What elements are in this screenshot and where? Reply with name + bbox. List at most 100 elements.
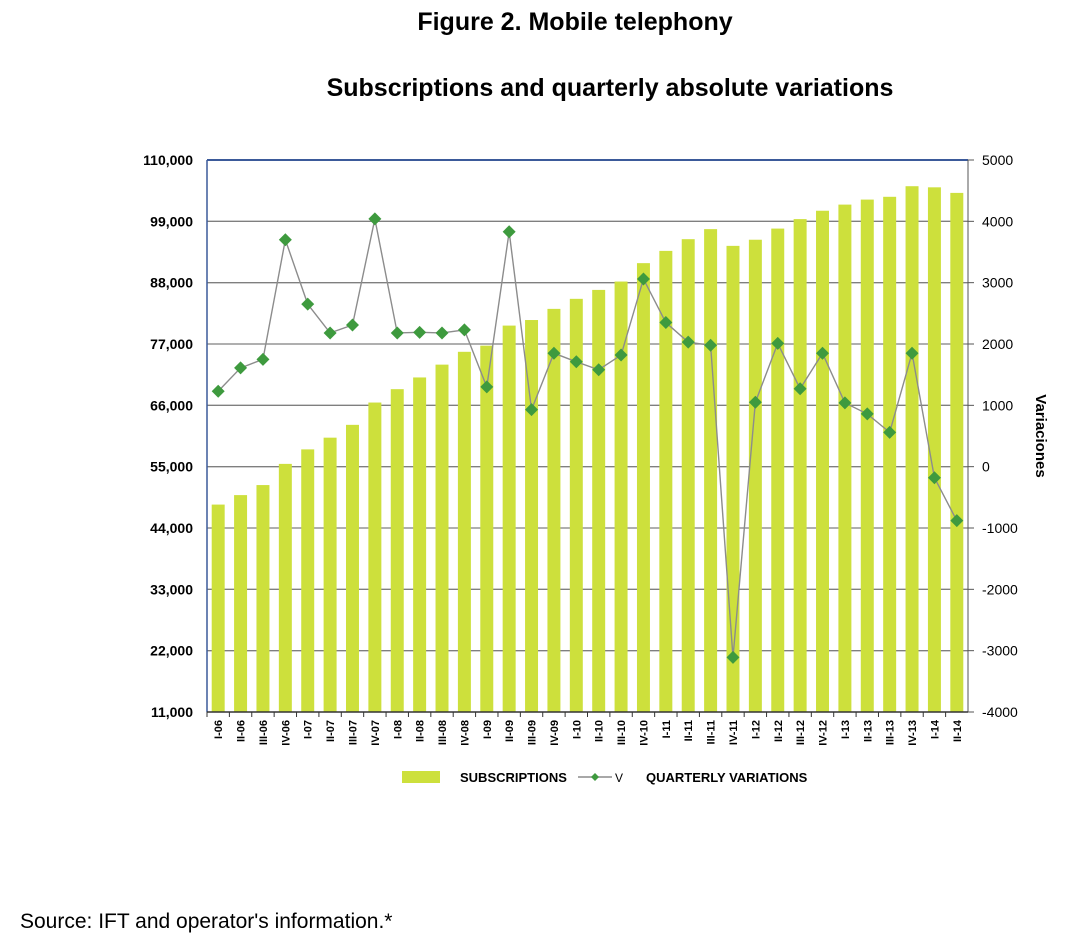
subscriptions-bar xyxy=(390,389,404,712)
source-note: Source: IFT and operator's information.* xyxy=(20,910,393,933)
subscriptions-bar xyxy=(278,463,292,712)
x-tick-label: II-13 xyxy=(862,720,874,742)
variation-point xyxy=(525,403,539,417)
x-tick-label: II-06 xyxy=(236,720,248,742)
subscriptions-bar xyxy=(614,281,628,712)
variation-point xyxy=(211,384,225,398)
subscriptions-bar xyxy=(368,402,382,712)
x-tick-label: II-12 xyxy=(773,720,785,742)
variation-point xyxy=(502,225,516,239)
subscriptions-bar xyxy=(726,245,740,712)
subscriptions-bar xyxy=(569,298,583,712)
subscriptions-bar xyxy=(234,495,248,712)
variations-line xyxy=(211,212,964,664)
variations-polyline xyxy=(217,218,958,658)
variation-point xyxy=(816,346,830,360)
right-axis-title: Variaciones xyxy=(1032,394,1049,477)
variation-point xyxy=(278,233,292,247)
figure-title: Figure 2. Mobile telephony xyxy=(417,8,733,36)
subscriptions-bar xyxy=(547,308,561,712)
subscriptions-bar xyxy=(211,504,225,712)
subscriptions-bar xyxy=(256,485,270,712)
right-tick-label: -4000 xyxy=(982,704,1018,720)
legend-marker-variations xyxy=(591,773,599,781)
variation-point xyxy=(480,380,494,394)
variation-point xyxy=(636,272,650,286)
x-tick-label: III-09 xyxy=(527,720,539,745)
left-tick-label: 22,000 xyxy=(150,643,193,659)
subscriptions-bar xyxy=(592,289,606,712)
x-tick-label: III-13 xyxy=(885,720,897,745)
right-tick-label: 0 xyxy=(982,459,990,475)
variation-point xyxy=(256,352,270,366)
variation-point xyxy=(345,318,359,332)
variation-point xyxy=(905,346,919,360)
variation-point xyxy=(569,355,583,369)
right-tick-label: -3000 xyxy=(982,643,1018,659)
x-tick-label: II-08 xyxy=(415,720,427,742)
subscriptions-bar xyxy=(950,192,964,712)
subscriptions-bar xyxy=(748,239,762,712)
subscriptions-bar xyxy=(323,437,337,712)
x-tick-label: II-09 xyxy=(504,720,516,742)
variation-point xyxy=(368,212,382,226)
variation-point xyxy=(927,471,941,485)
x-tick-label: III-11 xyxy=(706,720,718,744)
variation-point xyxy=(457,323,471,337)
right-tick-label: 5000 xyxy=(982,152,1013,168)
subscriptions-bar xyxy=(771,228,785,712)
x-tick-label: I-08 xyxy=(392,720,404,739)
left-tick-label: 88,000 xyxy=(150,275,193,291)
subscriptions-bar xyxy=(681,239,695,712)
x-tick-label: IV-08 xyxy=(459,720,471,746)
x-tick-label: III-06 xyxy=(258,720,270,745)
left-tick-label: 77,000 xyxy=(150,336,193,352)
variation-point xyxy=(726,650,740,664)
x-tick-label: II-11 xyxy=(683,720,695,741)
variation-point xyxy=(659,316,673,330)
right-tick-label: -1000 xyxy=(982,520,1018,536)
x-tick-label: IV-09 xyxy=(549,720,561,746)
axes: 110,000 5000 99,000 4000 88,000 3000 77,000 200… xyxy=(143,152,1049,746)
x-tick-label: III-12 xyxy=(795,720,807,745)
legend-label-variations: QUARTERLY VARIATIONS xyxy=(646,770,808,785)
x-tick-label: II-10 xyxy=(594,720,606,742)
legend: SUBSCRIPTIONS V QUARTERLY VARIATIONS xyxy=(402,770,808,785)
left-tick-label: 11,000 xyxy=(151,704,193,720)
x-tick-label: I-11 xyxy=(661,720,673,738)
variation-point xyxy=(547,346,561,360)
subscriptions-bar xyxy=(502,325,516,712)
subscriptions-bar xyxy=(457,351,471,712)
x-tick-label: I-12 xyxy=(750,720,762,739)
x-tick-label: IV-11 xyxy=(728,720,740,745)
variation-point xyxy=(592,363,606,377)
x-tick-label: I-13 xyxy=(840,720,852,739)
variation-point xyxy=(435,326,449,340)
variation-point xyxy=(950,514,964,528)
x-tick-label: III-08 xyxy=(437,720,449,745)
legend-swatch-subscriptions xyxy=(402,771,440,783)
right-tick-label: -2000 xyxy=(982,581,1018,597)
x-tick-label: I-10 xyxy=(571,720,583,739)
subscriptions-bar xyxy=(345,424,359,712)
subscriptions-bar xyxy=(704,229,718,712)
figure-subtitle: Subscriptions and quarterly absolute var… xyxy=(326,74,894,102)
subscriptions-bar xyxy=(927,187,941,712)
variation-point xyxy=(301,297,315,311)
right-tick-label: 3000 xyxy=(982,275,1013,291)
variation-point xyxy=(234,361,248,375)
subscriptions-bar xyxy=(301,449,315,712)
subscriptions-bar xyxy=(793,219,807,712)
x-tick-label: IV-07 xyxy=(370,720,382,746)
x-tick-label: I-09 xyxy=(482,720,494,739)
right-tick-label: 4000 xyxy=(982,213,1013,229)
subscriptions-bar xyxy=(525,320,539,712)
variation-point xyxy=(323,326,337,340)
subscriptions-bar xyxy=(816,210,830,713)
left-tick-label: 55,000 xyxy=(150,459,193,475)
x-tick-label: II-07 xyxy=(325,720,337,742)
chart: 110,000 5000 99,000 4000 88,000 3000 77,000 200… xyxy=(143,152,1049,785)
variation-point xyxy=(681,335,695,349)
variation-point xyxy=(771,336,785,350)
subscriptions-bar xyxy=(905,186,919,712)
